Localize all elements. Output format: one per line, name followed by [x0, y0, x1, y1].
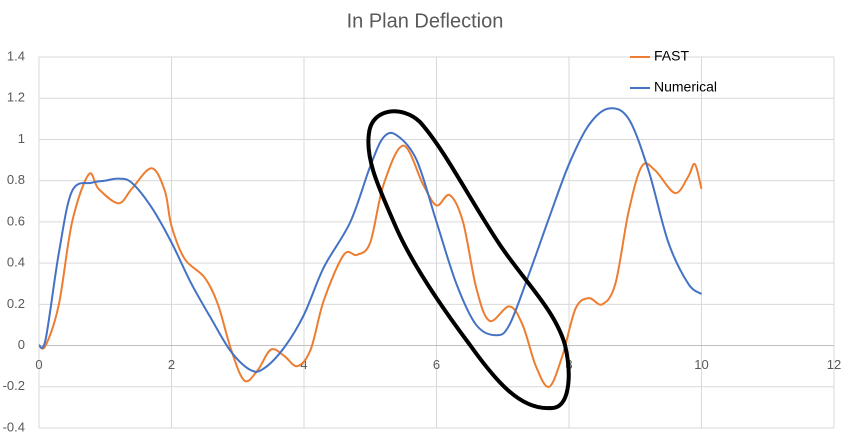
annotation-ellipse [366, 109, 571, 411]
chart-title: In Plan Deflection [347, 10, 504, 32]
y-tick-label: 1.4 [7, 48, 25, 63]
series-line [38, 107, 703, 373]
y-tick-label: 1.2 [7, 90, 25, 105]
x-tick-label: 2 [168, 357, 175, 372]
x-tick-label: 10 [694, 357, 708, 372]
series-line [38, 144, 703, 388]
y-tick-label: 0.8 [7, 172, 25, 187]
y-tick-label: 0.6 [7, 213, 25, 228]
legend: FAST Numerical [630, 48, 717, 95]
grid: -0.4-0.200.20.40.60.811.21.40 2 4 6 8 10 12 [3, 48, 842, 434]
y-tick-label: 0.2 [7, 296, 25, 311]
y-tick-label: -0.2 [3, 378, 25, 393]
x-tick-label: 12 [827, 357, 841, 372]
plot [38, 107, 703, 388]
y-tick-label: 0.4 [7, 255, 25, 270]
x-tick-label: 6 [433, 357, 440, 372]
legend-label: Numerical [654, 79, 717, 95]
legend-label: FAST [654, 48, 689, 64]
y-tick-label: 1 [18, 131, 25, 146]
y-tick-label: -0.4 [3, 419, 25, 434]
x-tick-label: 4 [300, 357, 307, 372]
y-tick-label: 0 [18, 337, 25, 352]
x-tick-label: 0 [35, 357, 42, 372]
